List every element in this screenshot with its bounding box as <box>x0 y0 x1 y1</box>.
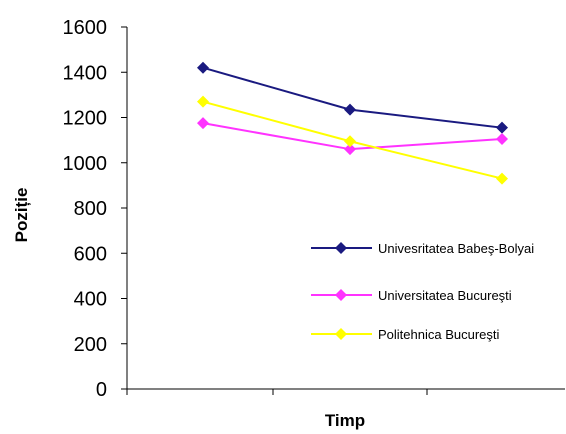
legend: Univesritatea Babeş-Bolyai Universitatea … <box>311 241 534 342</box>
series-layer <box>197 61 508 185</box>
legend-label: Politehnica Bucureşti <box>378 327 500 342</box>
y-tick-label: 1000 <box>63 153 108 175</box>
y-tick-label: 600 <box>74 243 107 265</box>
data-point-marker <box>344 143 356 156</box>
legend-marker <box>335 328 347 340</box>
x-axis-title: Timp <box>325 411 365 430</box>
legend-marker <box>335 242 347 254</box>
data-point-marker <box>197 117 209 130</box>
y-axis: 0 200 400 600 800 1000 1200 1400 1600 <box>63 17 128 401</box>
data-point-marker <box>344 135 356 148</box>
y-tick-label: 1400 <box>63 62 108 84</box>
y-tick-label: 0 <box>96 379 107 401</box>
legend-marker <box>335 289 347 301</box>
series-line-1 <box>202 66 503 129</box>
data-point-marker <box>344 103 356 116</box>
data-point-marker <box>496 172 508 185</box>
x-axis <box>126 388 565 395</box>
legend-label: Universitatea Bucureşti <box>378 288 512 303</box>
y-tick-label: 800 <box>74 198 107 220</box>
data-point-marker <box>197 61 209 74</box>
y-axis-title: Poziție <box>12 188 31 243</box>
y-tick-label: 1200 <box>63 108 108 130</box>
data-point-marker <box>496 121 508 134</box>
y-tick-label: 200 <box>74 334 107 356</box>
y-tick-label: 400 <box>74 289 107 311</box>
legend-label: Univesritatea Babeş-Bolyai <box>378 241 534 256</box>
data-point-marker <box>197 95 209 108</box>
y-tick-label: 1600 <box>63 17 108 39</box>
series-line-2 <box>202 122 503 151</box>
data-point-marker <box>496 132 508 145</box>
